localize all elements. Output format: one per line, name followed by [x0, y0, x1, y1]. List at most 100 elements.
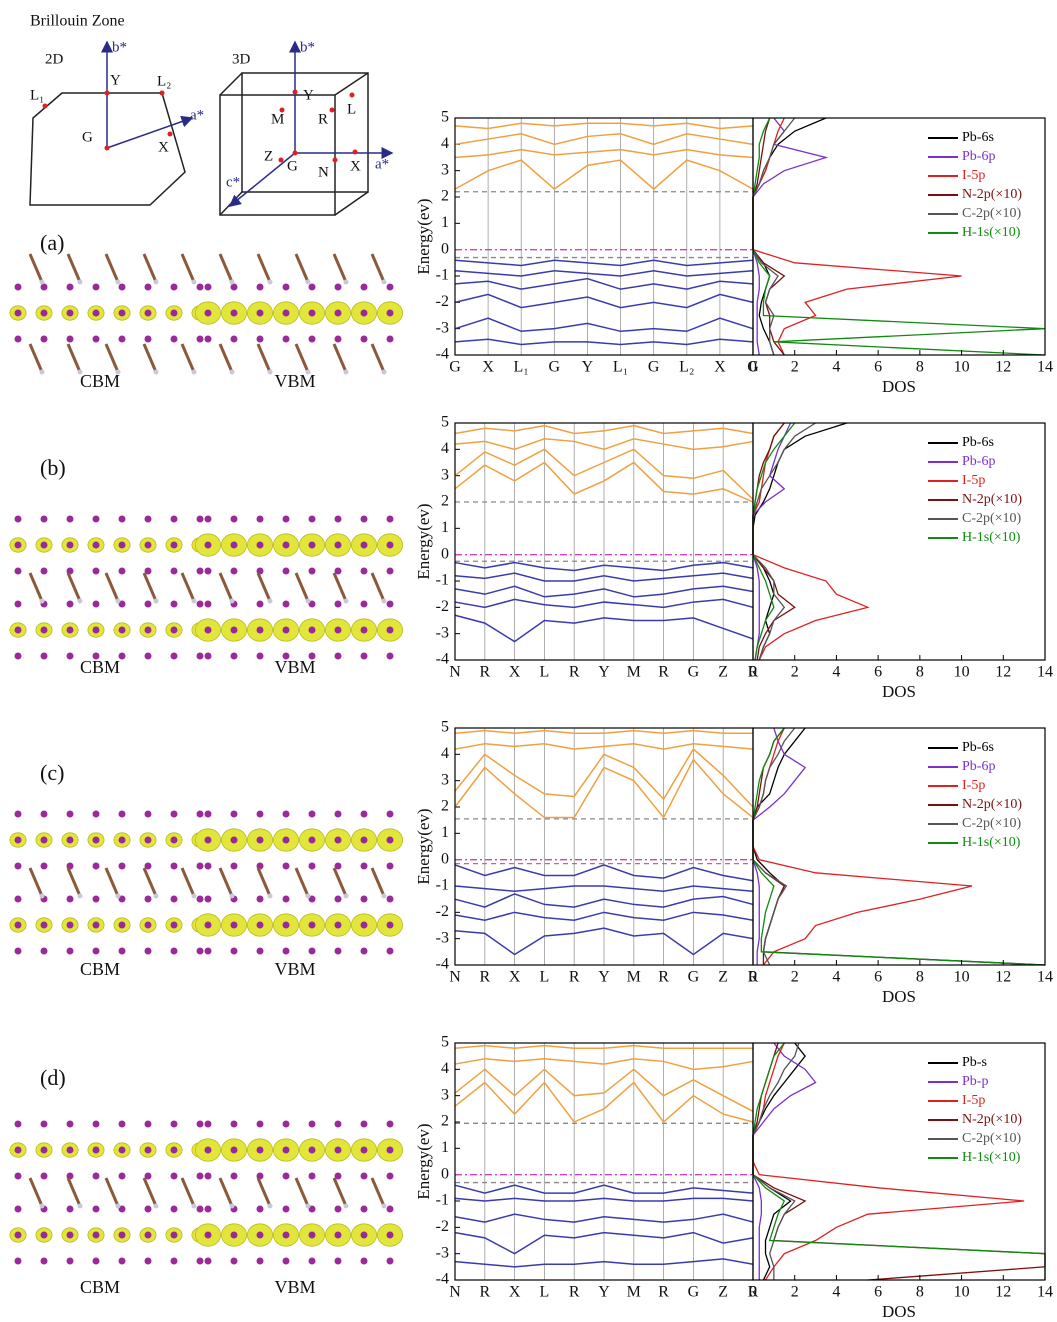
y-tick-label: -3 [436, 929, 449, 946]
atom [305, 893, 311, 899]
band [454, 438, 754, 451]
atom [118, 567, 126, 575]
molecule [218, 253, 234, 283]
atom [77, 1203, 83, 1209]
molecule [104, 867, 120, 897]
k-point [292, 150, 298, 156]
atom [308, 541, 316, 549]
k-label: L [347, 101, 356, 117]
atom [170, 947, 178, 955]
y-tick-label: 3 [441, 161, 449, 178]
atom [144, 652, 152, 660]
atom [170, 1172, 178, 1180]
legend-label: I-5p [962, 1093, 985, 1108]
atom [256, 810, 264, 818]
atom [118, 895, 126, 903]
atom [170, 652, 178, 660]
bz-3d-cube [219, 72, 369, 216]
band [454, 864, 754, 882]
atom [14, 1257, 22, 1265]
band [454, 293, 754, 309]
k-tick-label: Z [718, 664, 728, 681]
k-tick-label: N [449, 969, 461, 986]
atom [191, 369, 197, 375]
atom [40, 626, 48, 634]
atom [170, 921, 178, 929]
atom [144, 600, 152, 608]
atom [282, 626, 290, 634]
atom [40, 862, 48, 870]
atom [204, 1146, 212, 1154]
atom [40, 541, 48, 549]
atom [256, 626, 264, 634]
k-point [332, 157, 338, 163]
dos-curve [752, 727, 973, 966]
atom [196, 862, 204, 870]
atom [204, 626, 212, 634]
atom [204, 1231, 212, 1239]
atom [308, 626, 316, 634]
molecule [294, 1177, 310, 1207]
atom [282, 862, 290, 870]
atom [118, 515, 126, 523]
legend-label: C-2p(×10) [962, 206, 1022, 221]
x-tick-label: 4 [832, 1284, 840, 1301]
k-tick-label: M [627, 1284, 641, 1301]
atom [196, 810, 204, 818]
x-tick-label: 10 [954, 359, 970, 376]
x-tick-label: 6 [874, 664, 882, 681]
atom [92, 626, 100, 634]
atom [386, 283, 394, 291]
atom [14, 1205, 22, 1213]
molecule [180, 1177, 196, 1207]
y-tick-label: 2 [441, 188, 449, 205]
atom [282, 895, 290, 903]
k-tick-label: X [714, 359, 726, 376]
atom [282, 810, 290, 818]
x-tick-label: 14 [1037, 359, 1053, 376]
vbm-label: VBM [274, 959, 315, 979]
atom [144, 810, 152, 818]
legend-label: Pb-6p [962, 759, 995, 774]
panel-label: (a) [40, 230, 64, 255]
dos-curve [752, 1042, 806, 1281]
atom [14, 1146, 22, 1154]
atom [40, 652, 48, 660]
atom [308, 652, 316, 660]
atom [170, 541, 178, 549]
k-tick-label: X [509, 969, 521, 986]
k-tick-label: R [569, 664, 580, 681]
atom [256, 862, 264, 870]
x-tick-label: 6 [874, 969, 882, 986]
y-tick-label: 0 [441, 850, 449, 867]
atom [267, 279, 273, 285]
atom [66, 810, 74, 818]
atom [230, 1231, 238, 1239]
atom [308, 515, 316, 523]
y-axis-label: Energy(ev) [414, 503, 433, 579]
atom [282, 335, 290, 343]
k-point [352, 149, 358, 155]
atom [92, 862, 100, 870]
atom [92, 309, 100, 317]
atom [334, 335, 342, 343]
k-label: G [287, 158, 298, 174]
atom [360, 335, 368, 343]
y-tick-label: 4 [441, 440, 449, 457]
x-tick-label: 2 [791, 969, 799, 986]
band [454, 338, 754, 346]
atom [229, 279, 235, 285]
atom [204, 515, 212, 523]
atom [305, 598, 311, 604]
atom [308, 600, 316, 608]
molecule [294, 343, 310, 373]
atom [204, 1172, 212, 1180]
atom [92, 1231, 100, 1239]
atom [144, 626, 152, 634]
cbm-label: CBM [80, 959, 120, 979]
x-tick-label: 8 [916, 359, 924, 376]
atom [308, 810, 316, 818]
atom [386, 567, 394, 575]
atom [282, 1120, 290, 1128]
atom [334, 1231, 342, 1239]
